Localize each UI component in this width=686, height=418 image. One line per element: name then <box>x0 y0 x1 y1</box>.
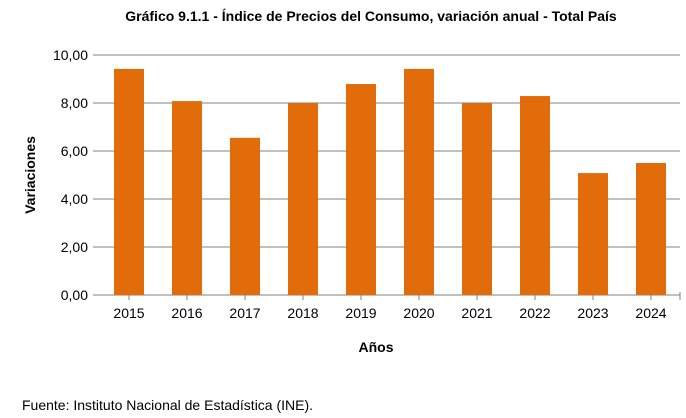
bar-2020 <box>404 68 434 295</box>
x-tick-label: 2020 <box>403 305 434 321</box>
chart-title: Gráfico 9.1.1 - Índice de Precios del Co… <box>125 8 617 24</box>
bar-2017 <box>230 137 260 295</box>
bars <box>114 68 666 296</box>
y-tick-label: 2,00 <box>61 239 88 255</box>
x-tick-label: 2018 <box>287 305 318 321</box>
bar-2018 <box>288 103 318 296</box>
y-tick-label: 8,00 <box>61 95 88 111</box>
x-tick-label: 2019 <box>345 305 376 321</box>
bar-2024 <box>636 163 666 295</box>
x-tick-labels: 2015 2016 2017 2018 2019 2020 2021 2022 2023 2024 <box>113 305 666 321</box>
x-tick-label: 2017 <box>229 305 260 321</box>
bar-2019 <box>346 84 376 295</box>
x-tick-label: 2015 <box>113 305 144 321</box>
bar-2022 <box>520 96 550 295</box>
y-tick-labels: 0,00 2,00 4,00 6,00 8,00 10,00 <box>53 47 88 303</box>
x-axis-title: Años <box>359 339 394 355</box>
x-tick-label: 2024 <box>635 305 666 321</box>
x-tick-label: 2022 <box>519 305 550 321</box>
y-axis-title: Variaciones <box>22 136 38 214</box>
y-tick-label: 0,00 <box>61 287 88 303</box>
x-tick-label: 2021 <box>461 305 492 321</box>
x-tick-label: 2023 <box>577 305 608 321</box>
y-tick-label: 10,00 <box>53 47 88 63</box>
bar-2016 <box>172 101 202 295</box>
bar-2015 <box>114 68 144 295</box>
axes <box>128 292 681 300</box>
y-tick-label: 4,00 <box>61 191 88 207</box>
x-tick-label: 2016 <box>171 305 202 321</box>
bar-2021 <box>462 103 492 296</box>
bar-2023 <box>578 173 608 295</box>
y-tick-label: 6,00 <box>61 143 88 159</box>
source-note: Fuente: Instituto Nacional de Estadístic… <box>22 397 314 413</box>
